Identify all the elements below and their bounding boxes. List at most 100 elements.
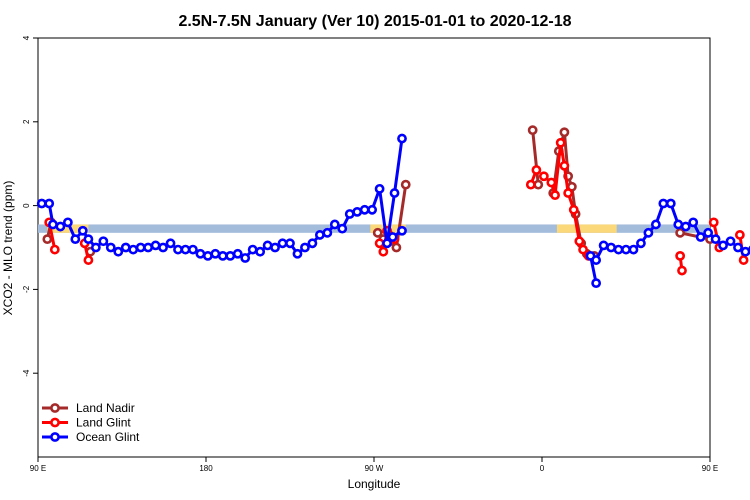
ocean-glint-point <box>158 242 168 253</box>
legend-item-ocean-glint: Ocean Glint <box>42 430 140 444</box>
ocean-glint-point <box>77 225 88 236</box>
ocean-glint-point <box>285 238 295 249</box>
ocean-glint-point <box>397 133 407 144</box>
ocean-glint-point <box>44 198 55 209</box>
ocean-glint-point <box>62 217 73 228</box>
ocean-glint-point <box>688 217 699 228</box>
ocean-glint-point <box>621 244 631 255</box>
ocean-glint-point <box>740 246 750 257</box>
ocean-glint-point <box>374 183 385 194</box>
land-glint-point <box>568 204 579 215</box>
ocean-glint-point <box>90 242 101 253</box>
ocean-glint-point <box>710 234 721 245</box>
land-glint-point <box>559 160 570 171</box>
ocean-glint-point <box>598 240 609 251</box>
ocean-glint-point <box>165 238 176 249</box>
axes: -4 -2 0 2 4 90 E 180 90 W 0 90 E <box>22 35 718 473</box>
ocean-glint-point <box>173 244 183 255</box>
x-tick-label: 90 W <box>365 464 384 473</box>
chart-title: 2.5N-7.5N January (Ver 10) 2015-01-01 to… <box>178 13 571 30</box>
ocean-glint-point <box>337 223 348 234</box>
ocean-glint-point <box>277 238 288 249</box>
land-glint-point <box>531 165 542 175</box>
ocean-glint-point <box>397 225 407 236</box>
ocean-glint-point <box>135 242 146 253</box>
ocean-glint-point <box>658 198 669 209</box>
ocean-glint-point <box>359 204 370 215</box>
land-glint-point <box>374 238 385 249</box>
ocean-glint-point <box>128 244 139 255</box>
land-glint-point <box>49 244 60 255</box>
ocean-glint-series <box>36 133 750 289</box>
ocean-glint-point <box>240 253 251 263</box>
y-tick-label: -4 <box>22 369 31 377</box>
ocean-glint-point <box>217 250 228 261</box>
ocean-glint-point <box>55 221 66 232</box>
ocean-glint-point <box>673 219 684 230</box>
ocean-glint-point <box>733 242 743 253</box>
land-nadir-point <box>400 179 411 190</box>
ocean-glint-point <box>703 227 714 238</box>
land-glint-point <box>378 246 389 257</box>
ocean-glint-point <box>591 278 602 289</box>
land-nadir-point <box>533 179 544 190</box>
ocean-glint-point <box>636 238 646 249</box>
ocean-glint-point <box>307 238 318 249</box>
ocean-glint-point <box>680 221 691 232</box>
ocean-glint-point <box>36 198 47 209</box>
ocean-glint-point <box>650 219 661 230</box>
land-glint-point <box>525 179 536 190</box>
background-bands <box>38 224 710 233</box>
land-glint-point <box>555 137 566 148</box>
y-tick-label: 4 <box>22 35 31 40</box>
land-glint-point <box>550 190 560 201</box>
land-nadir-point <box>42 234 53 245</box>
land-nadir-point <box>527 125 538 136</box>
land-glint-point <box>708 217 719 228</box>
ocean-glint-point <box>113 246 124 257</box>
x-tick-label: 0 <box>540 464 545 473</box>
ocean-glint-point <box>270 242 280 253</box>
land-glint-point <box>738 255 749 265</box>
ocean-glint-point <box>188 244 198 255</box>
land-glint-series <box>44 137 749 276</box>
ocean-glint-point <box>143 242 154 253</box>
ocean-glint-point <box>389 188 400 198</box>
land-band <box>47 224 89 233</box>
ocean-glint-point <box>352 206 363 217</box>
ocean-glint-point <box>665 198 676 209</box>
ocean-glint-point <box>591 255 602 265</box>
ocean-glint-point <box>232 248 243 259</box>
ocean-glint-line <box>41 138 404 260</box>
land-glint-point <box>538 171 549 182</box>
ocean-glint-point <box>367 204 378 215</box>
ocean-glint-point <box>48 219 58 230</box>
x-tick-label: 90 E <box>702 464 718 473</box>
ocean-glint-point <box>613 244 624 255</box>
ocean-glint-point <box>292 248 303 259</box>
legend-label: Land Glint <box>76 416 131 430</box>
ocean-glint-point <box>382 238 392 249</box>
land-glint-point <box>734 230 745 240</box>
x-tick-label: 90 E <box>30 464 46 473</box>
ocean-glint-point <box>344 209 355 219</box>
ocean-glint-point <box>150 240 161 251</box>
ocean-glint-point <box>643 227 654 238</box>
ocean-glint-point <box>262 240 273 251</box>
ocean-glint-point <box>195 248 206 259</box>
y-tick-label: 0 <box>22 203 31 208</box>
land-nadir-point <box>372 227 383 238</box>
land-band <box>556 224 617 233</box>
land-glint-point <box>563 188 574 198</box>
legend-item-land-nadir: Land Nadir <box>42 401 135 415</box>
ocean-glint-point <box>105 242 116 253</box>
ocean-glint-point <box>120 242 131 253</box>
legend-item-land-glint: Land Glint <box>42 416 131 430</box>
x-tick-label: 180 <box>199 464 213 473</box>
land-nadir-line <box>531 130 540 185</box>
y-tick-label: -2 <box>22 285 31 293</box>
ocean-glint-point <box>387 232 398 242</box>
land-glint-point <box>578 244 588 255</box>
ocean-glint-point <box>70 234 81 245</box>
